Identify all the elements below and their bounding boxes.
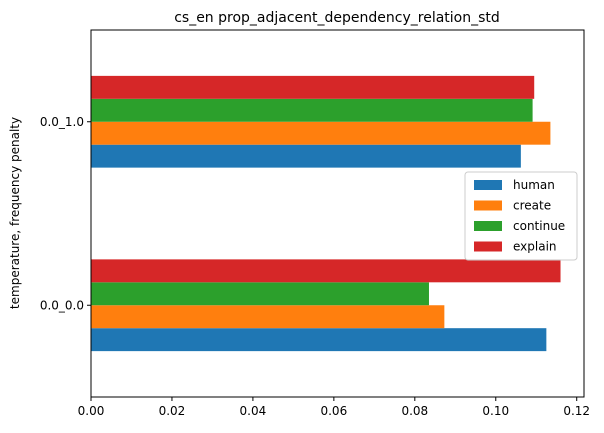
y-tick-label: 0.0_0.0	[40, 298, 84, 312]
y-axis-ticks: 0.0_0.0 0.0_1.0	[40, 115, 91, 312]
chart-title: cs_en prop_adjacent_dependency_relation_…	[174, 10, 500, 26]
bar-continue-0.0_0.0	[91, 282, 429, 306]
legend-label-create: create	[513, 199, 551, 213]
bar-explain-0.0_1.0	[91, 75, 535, 99]
x-tick-label: 0.12	[563, 404, 590, 418]
legend-box	[464, 171, 578, 261]
bar-create-0.0_1.0	[91, 121, 551, 145]
legend-swatch-continue	[474, 221, 502, 231]
bars-group	[91, 75, 561, 352]
legend: human create continue explain	[464, 171, 578, 261]
legend-label-explain: explain	[513, 240, 557, 254]
x-tick-label: 0.00	[78, 404, 105, 418]
legend-label-continue: continue	[513, 219, 565, 233]
legend-swatch-create	[474, 200, 502, 211]
y-tick-label: 0.0_1.0	[40, 115, 84, 129]
x-tick-label: 0.10	[482, 404, 509, 418]
legend-label-human: human	[513, 178, 555, 192]
bar-human-0.0_1.0	[91, 144, 521, 168]
y-axis-label: temperature, frequency penalty	[8, 117, 22, 309]
bar-create-0.0_0.0	[91, 305, 445, 329]
plot-frame	[90, 29, 585, 398]
x-tick-label: 0.06	[320, 404, 347, 418]
x-tick-label: 0.04	[240, 404, 267, 418]
legend-swatch-human	[474, 180, 502, 190]
bar-continue-0.0_1.0	[91, 98, 533, 122]
x-tick-label: 0.02	[159, 404, 186, 418]
x-axis-ticks: 0.00 0.02 0.04 0.06 0.08 0.10 0.12	[78, 397, 590, 418]
bar-human-0.0_0.0	[91, 328, 547, 352]
legend-swatch-explain	[474, 241, 502, 252]
x-tick-label: 0.08	[401, 404, 428, 418]
bar-explain-0.0_0.0	[91, 259, 561, 283]
